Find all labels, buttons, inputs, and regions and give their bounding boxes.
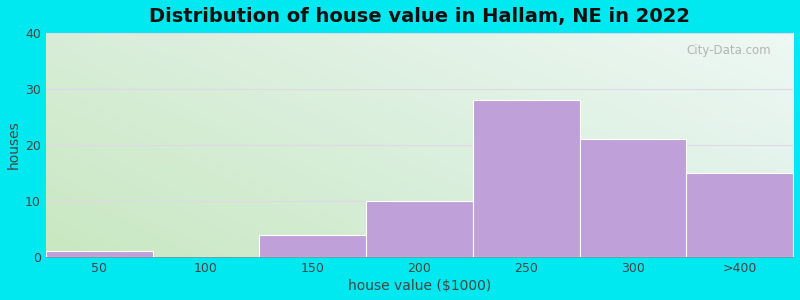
- Text: City-Data.com: City-Data.com: [686, 44, 770, 57]
- Bar: [473, 100, 579, 257]
- Y-axis label: houses: houses: [7, 121, 21, 170]
- X-axis label: house value ($1000): house value ($1000): [348, 279, 491, 293]
- Title: Distribution of house value in Hallam, NE in 2022: Distribution of house value in Hallam, N…: [149, 7, 690, 26]
- Bar: [366, 201, 473, 257]
- Bar: [686, 173, 793, 257]
- Bar: [46, 251, 153, 257]
- Bar: [579, 140, 686, 257]
- Bar: [259, 235, 366, 257]
